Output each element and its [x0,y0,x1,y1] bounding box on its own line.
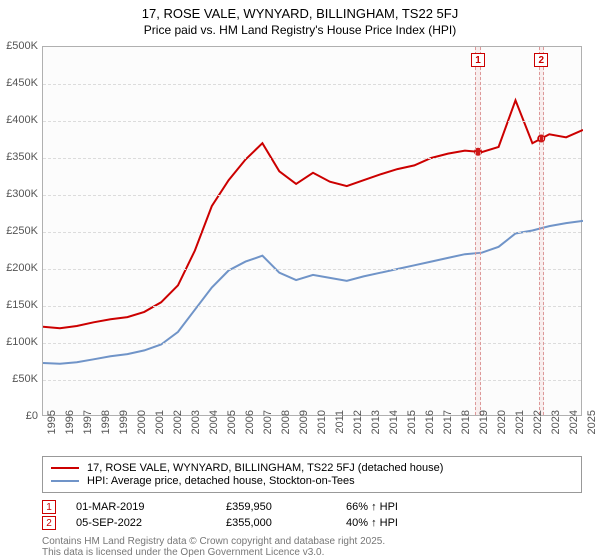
x-axis-tick-label: 2015 [406,410,418,450]
x-axis-tick-label: 2002 [172,410,184,450]
txn-price: £355,000 [226,517,346,529]
x-axis-tick-label: 2012 [352,410,364,450]
txn-date: 05-SEP-2022 [76,517,226,529]
legend-swatch [51,467,79,469]
event-band [475,47,480,415]
y-axis-tick-label: £350K [6,151,38,163]
x-axis-tick-label: 2008 [280,410,292,450]
x-axis-tick-label: 2016 [424,410,436,450]
x-axis-tick-label: 2011 [334,410,346,450]
x-axis-tick-label: 2009 [298,410,310,450]
x-axis-tick-label: 1995 [46,410,58,450]
event-marker-icon: 2 [534,53,548,67]
y-axis-tick-label: £400K [6,114,38,126]
x-axis-tick-label: 2007 [262,410,274,450]
x-axis-tick-label: 2006 [244,410,256,450]
y-axis-tick-label: £300K [6,188,38,200]
x-axis-tick-label: 2018 [460,410,472,450]
x-axis-tick-label: 2024 [568,410,580,450]
legend-item: HPI: Average price, detached house, Stoc… [51,475,573,487]
transactions-table: 1 01-MAR-2019 £359,950 66% ↑ HPI 2 05-SE… [42,498,582,532]
y-axis-tick-label: £100K [6,336,38,348]
x-axis-tick-label: 2013 [370,410,382,450]
legend-box: 17, ROSE VALE, WYNYARD, BILLINGHAM, TS22… [42,456,582,493]
txn-marker-icon: 1 [42,500,56,514]
y-axis-tick-label: £500K [6,40,38,52]
x-axis-tick-label: 2001 [154,410,166,450]
x-axis-tick-label: 2017 [442,410,454,450]
x-axis-tick-label: 2025 [586,410,598,450]
chart-subtitle: Price paid vs. HM Land Registry's House … [0,23,600,37]
x-axis-tick-label: 2020 [496,410,508,450]
x-axis-tick-label: 2023 [550,410,562,450]
x-axis-tick-label: 1998 [100,410,112,450]
legend-label: 17, ROSE VALE, WYNYARD, BILLINGHAM, TS22… [87,462,443,474]
footer-line: Contains HM Land Registry data © Crown c… [42,536,582,547]
event-marker-icon: 1 [471,53,485,67]
x-axis-tick-label: 2021 [514,410,526,450]
y-axis-tick-label: £0 [26,410,38,422]
x-axis-tick-label: 1997 [82,410,94,450]
footer-line: This data is licensed under the Open Gov… [42,547,582,558]
table-row: 1 01-MAR-2019 £359,950 66% ↑ HPI [42,500,582,514]
y-axis-tick-label: £250K [6,225,38,237]
series-line [43,100,583,328]
x-axis-tick-label: 2014 [388,410,400,450]
y-axis-tick-label: £150K [6,299,38,311]
legend-item: 17, ROSE VALE, WYNYARD, BILLINGHAM, TS22… [51,462,573,474]
txn-date: 01-MAR-2019 [76,501,226,513]
x-axis-tick-label: 2019 [478,410,490,450]
x-axis-tick-label: 2022 [532,410,544,450]
title-block: 17, ROSE VALE, WYNYARD, BILLINGHAM, TS22… [0,0,600,37]
x-axis-tick-label: 1999 [118,410,130,450]
footer-attribution: Contains HM Land Registry data © Crown c… [42,536,582,558]
legend-label: HPI: Average price, detached house, Stoc… [87,475,355,487]
legend-swatch [51,480,79,482]
event-band [539,47,544,415]
plot-area: 12 [42,46,582,416]
chart-title: 17, ROSE VALE, WYNYARD, BILLINGHAM, TS22… [0,6,600,21]
x-axis-tick-label: 2010 [316,410,328,450]
x-axis-tick-label: 2004 [208,410,220,450]
txn-delta: 66% ↑ HPI [346,501,466,513]
y-axis-tick-label: £50K [12,373,38,385]
chart-container: 17, ROSE VALE, WYNYARD, BILLINGHAM, TS22… [0,0,600,560]
txn-price: £359,950 [226,501,346,513]
x-axis-tick-label: 2000 [136,410,148,450]
txn-marker-icon: 2 [42,516,56,530]
x-axis-tick-label: 2003 [190,410,202,450]
y-axis-tick-label: £200K [6,262,38,274]
txn-delta: 40% ↑ HPI [346,517,466,529]
y-axis-tick-label: £450K [6,77,38,89]
table-row: 2 05-SEP-2022 £355,000 40% ↑ HPI [42,516,582,530]
x-axis-tick-label: 2005 [226,410,238,450]
x-axis-tick-label: 1996 [64,410,76,450]
